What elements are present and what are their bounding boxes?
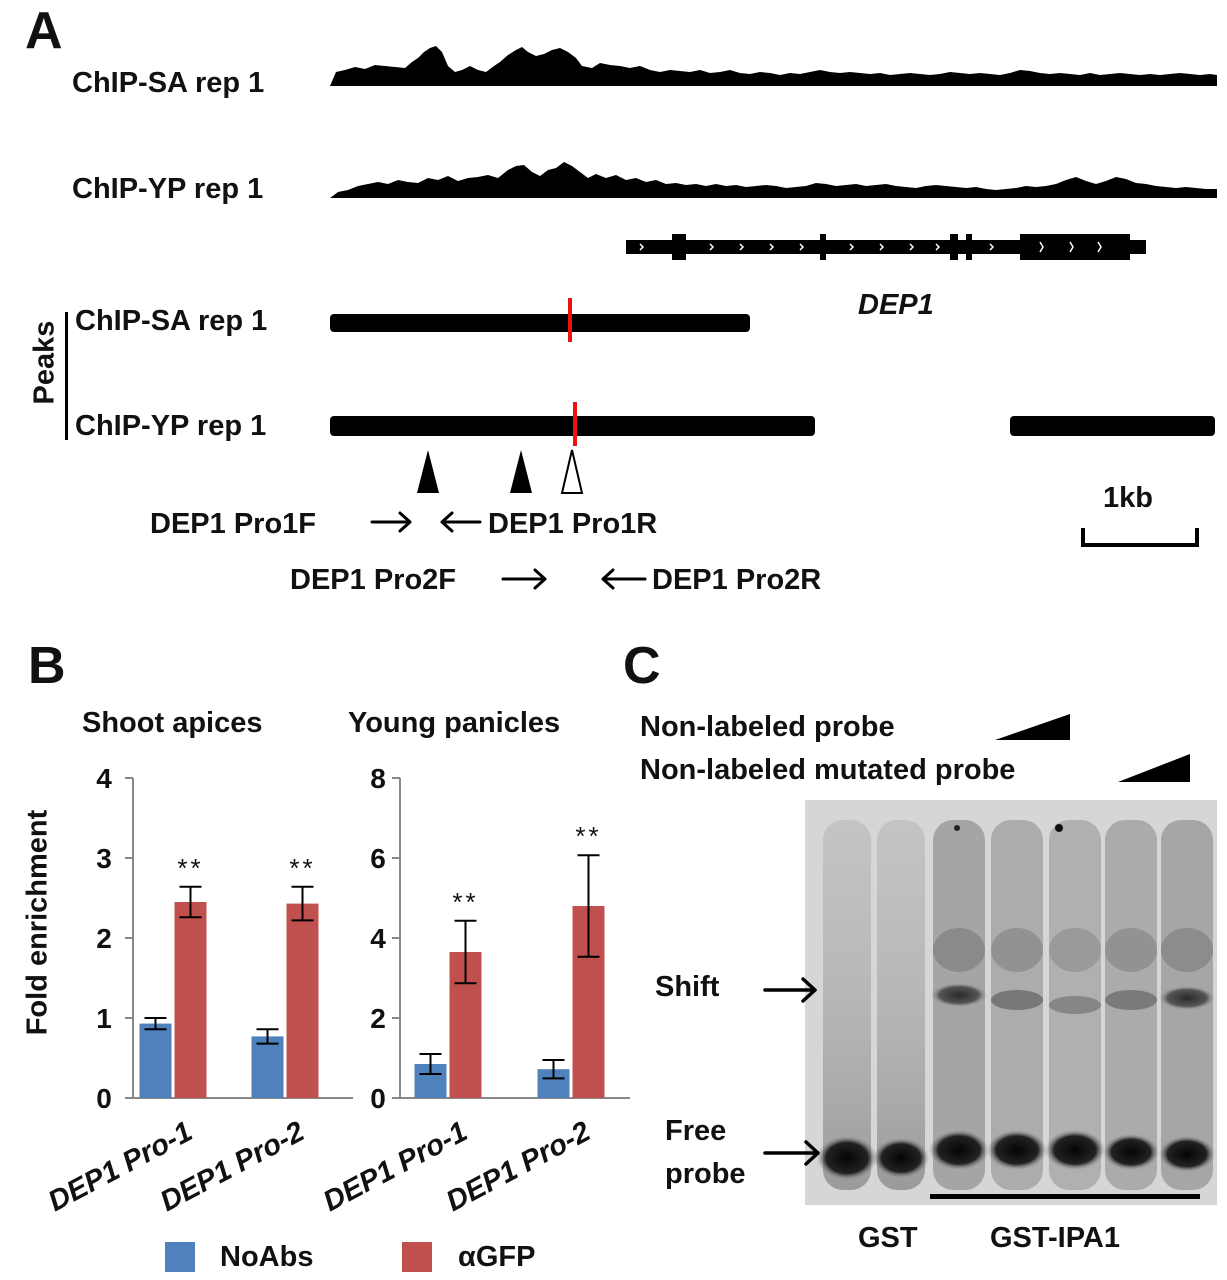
bar-agfp <box>174 902 207 1098</box>
y-tick-label: 6 <box>370 843 386 874</box>
lane-group-gst: GST <box>858 1222 918 1254</box>
peak-summit-chip-yp <box>573 402 577 446</box>
competitor-label-probe: Non-labeled probe <box>640 711 895 743</box>
binding-motif-marker-2 <box>510 450 532 493</box>
track-label-chip-sa: ChIP-SA rep 1 <box>72 67 265 99</box>
y-tick-label: 0 <box>96 1083 112 1114</box>
competitor-wedges <box>995 714 1190 782</box>
y-tick-label: 4 <box>370 923 386 954</box>
bar-noabs <box>251 1036 284 1098</box>
panel-c-letter: C <box>623 637 661 695</box>
gel-arrows <box>763 977 820 1166</box>
shift-label: Shift <box>655 971 720 1003</box>
peak-label-chip-sa: ChIP-SA rep 1 <box>75 305 268 337</box>
gel-lane-2 <box>873 820 929 1190</box>
significance-mark: ** <box>575 821 601 851</box>
gst-ipa1-underline <box>930 1194 1200 1199</box>
competitor-label-mutated: Non-labeled mutated probe <box>640 754 1016 786</box>
free-probe-label-line1: Free <box>665 1115 727 1147</box>
lane-group-gst-ipa1: GST-IPA1 <box>990 1222 1120 1254</box>
bar-agfp <box>286 903 319 1098</box>
gel-lane-5 <box>1045 820 1105 1190</box>
primer-pro1f-label: DEP1 Pro1F <box>150 508 316 540</box>
arrow-right-icon <box>763 977 817 1003</box>
track-label-chip-yp: ChIP-YP rep 1 <box>72 173 264 205</box>
significance-mark: ** <box>289 853 315 883</box>
peak-label-chip-yp: ChIP-YP rep 1 <box>75 410 267 442</box>
peak-bar-chip-sa <box>330 314 750 332</box>
primer-pro2r-label: DEP1 Pro2R <box>652 564 822 596</box>
arrow-left-icon <box>601 568 647 590</box>
panel-b-letter: B <box>28 637 66 695</box>
arrow-right-icon <box>501 568 547 590</box>
peak-summit-chip-sa <box>568 298 572 342</box>
coverage-track-chip-sa <box>330 46 1217 86</box>
legend-label-agfp: αGFP <box>458 1241 536 1273</box>
y-tick-label: 8 <box>370 763 386 794</box>
chart-1-title: Shoot apices <box>82 707 263 739</box>
arrow-right-icon <box>763 1140 820 1166</box>
free-probe-label-line2: probe <box>665 1158 746 1190</box>
y-tick-label: 3 <box>96 843 112 874</box>
peak-bar-chip-yp-2 <box>1010 416 1215 436</box>
wedge-icon <box>1118 754 1190 782</box>
arrow-left-icon <box>440 511 482 533</box>
peaks-bracket <box>65 312 68 440</box>
gel-lane-3 <box>929 820 989 1190</box>
gel-lanes <box>817 820 1215 1190</box>
peak-bars <box>330 298 1215 494</box>
y-tick-label: 4 <box>96 763 112 794</box>
y-tick-label: 0 <box>370 1083 386 1114</box>
coverage-track-chip-yp <box>330 162 1217 198</box>
legend-swatch-noabs <box>165 1242 195 1272</box>
legend-swatch-agfp <box>402 1242 432 1272</box>
scale-bar <box>1081 528 1199 547</box>
gel-lane-7 <box>1159 820 1215 1190</box>
significance-mark: ** <box>177 853 203 883</box>
gene-model-dep1 <box>626 234 1146 260</box>
significance-mark: ** <box>452 887 478 917</box>
panel-a-letter: A <box>25 2 63 60</box>
coverage-tracks <box>330 46 1217 198</box>
chart-2-title: Young panicles <box>348 707 561 739</box>
arrow-right-icon <box>370 511 412 533</box>
emsa-gel-image <box>805 800 1217 1205</box>
primer-pro2f-label: DEP1 Pro2F <box>290 564 456 596</box>
gel-lane-6 <box>1103 820 1159 1190</box>
gel-lane-4 <box>987 820 1047 1190</box>
bar-noabs <box>139 1023 172 1098</box>
scale-bar-label: 1kb <box>1103 482 1153 514</box>
gene-label-dep1: DEP1 <box>858 289 934 321</box>
gel-lane-1 <box>817 820 877 1190</box>
y-tick-label: 2 <box>370 1003 386 1034</box>
primer-pro1r-label: DEP1 Pro1R <box>488 508 658 540</box>
y-tick-label: 1 <box>96 1003 112 1034</box>
peak-bar-chip-yp-1 <box>330 416 815 436</box>
binding-motif-marker-1 <box>417 450 439 493</box>
y-tick-label: 2 <box>96 923 112 954</box>
primer-arrows <box>370 511 647 590</box>
legend-label-noabs: NoAbs <box>220 1241 314 1273</box>
wedge-icon <box>995 714 1070 740</box>
binding-motif-marker-mutant <box>560 449 584 494</box>
